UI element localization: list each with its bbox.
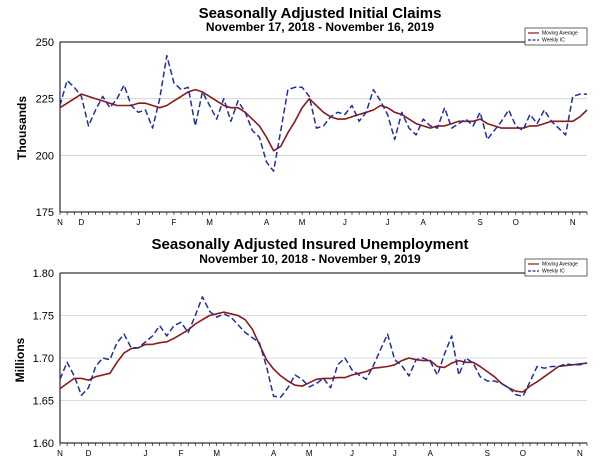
plot-area: 175 200 225 250 N D J F M A M J J A S O N Moving AverageW… <box>36 27 588 227</box>
chart-title: Seasonally Adjusted Initial Claims <box>199 5 442 22</box>
x-tick-label: D <box>86 449 92 458</box>
moving-average-series-line <box>59 88 588 152</box>
y-tick-label: 175 <box>36 207 54 219</box>
x-tick-label: J <box>136 218 140 227</box>
legend-label: Weekly IC <box>542 269 565 275</box>
legend-box <box>524 258 588 277</box>
x-tick-label: J <box>343 218 347 227</box>
insured-unemployment-chart: Seasonally Adjusted Insured Unemployment… <box>13 236 588 458</box>
x-tick-label: F <box>172 218 177 227</box>
y-axis-label: Thousands <box>15 96 29 160</box>
legend-label: Moving Average <box>542 31 578 37</box>
legend-box <box>524 27 588 46</box>
moving-average-series-line <box>59 311 588 393</box>
x-tick-label: M <box>306 449 313 458</box>
y-tick-label: 1.60 <box>33 438 54 450</box>
y-tick-label: 250 <box>36 37 54 49</box>
x-tick-label: O <box>513 218 519 227</box>
chart-subtitle: November 17, 2018 - November 16, 2019 <box>206 20 434 34</box>
x-tick-label: A <box>264 218 270 227</box>
x-tick-label: A <box>428 449 434 458</box>
x-tick-label: J <box>143 449 147 458</box>
x-tick-label: O <box>520 449 526 458</box>
x-tick-label: M <box>206 218 213 227</box>
x-tick-label: J <box>350 449 354 458</box>
plot-area: 1.60 1.65 1.70 1.75 1.80 N D J F M A M J J A S O N Moving … <box>33 258 588 458</box>
x-tick-label: S <box>478 218 483 227</box>
x-tick-label: N <box>577 449 583 458</box>
weekly-ic-series-line <box>59 54 587 172</box>
x-tick-label: J <box>393 449 397 458</box>
y-tick-label: 1.80 <box>33 268 54 280</box>
chart-title: Seasonally Adjusted Insured Unemployment <box>151 236 468 253</box>
y-tick-label: 1.75 <box>33 311 54 323</box>
legend-label: Moving Average <box>542 262 578 268</box>
x-tick-label: A <box>271 449 277 458</box>
x-tick-label: N <box>57 449 63 458</box>
x-tick-label: S <box>485 449 490 458</box>
x-tick-label: F <box>179 449 184 458</box>
x-tick-label: M <box>299 218 306 227</box>
chart-subtitle: November 10, 2018 - November 9, 2019 <box>199 252 421 266</box>
initial-claims-chart: Seasonally Adjusted Initial Claims Novem… <box>15 5 588 227</box>
y-axis-label: Millions <box>13 337 27 382</box>
y-tick-label: 225 <box>36 94 54 106</box>
weekly-ic-series-line <box>59 296 588 398</box>
x-tick-label: D <box>78 218 84 227</box>
x-tick-label: J <box>386 218 390 227</box>
y-tick-label: 200 <box>36 150 54 162</box>
legend-label: Weekly IC <box>542 38 565 44</box>
y-tick-label: 1.65 <box>33 396 54 408</box>
x-tick-label: N <box>57 218 63 227</box>
x-tick-label: M <box>213 449 220 458</box>
y-tick-label: 1.70 <box>33 353 54 365</box>
x-tick-label: N <box>570 218 576 227</box>
x-tick-label: A <box>421 218 427 227</box>
